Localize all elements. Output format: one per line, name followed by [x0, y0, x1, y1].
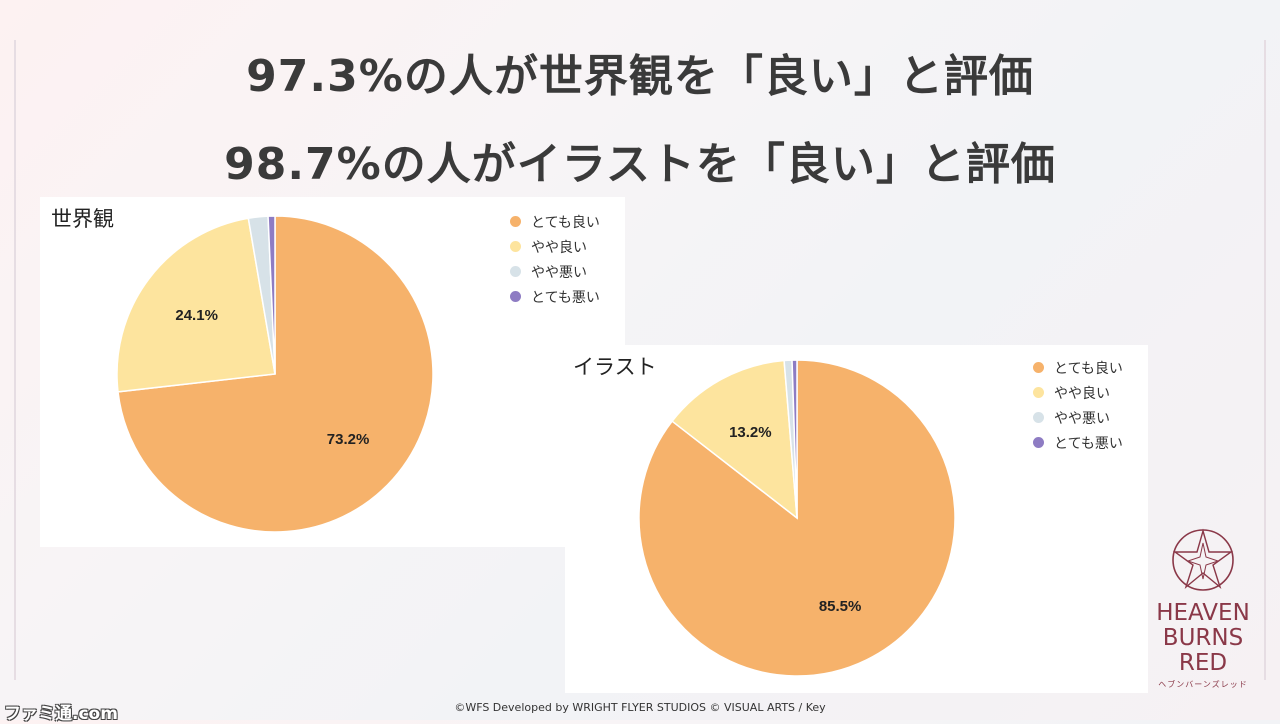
pie-slice-3 — [791, 359, 798, 519]
legend-illustration: とても良い やや良い やや悪い とても悪い — [1033, 355, 1123, 455]
logo-word-red: RED — [1178, 650, 1228, 676]
famitsu-watermark: ファミ通.com — [4, 704, 118, 724]
legend-item: とても良い — [510, 209, 600, 234]
chart-panel-worldview: 世界観 73.2% 24.1% とても良い やや良い やや悪い とても悪い — [40, 197, 625, 547]
pie-chart-illustration: 85.5% 13.2% — [638, 359, 956, 677]
legend-item: やや悪い — [1033, 405, 1123, 430]
legend-swatch — [1033, 412, 1044, 423]
headline-worldview: 97.3%の人が世界観を「良い」と評価 — [246, 51, 1034, 102]
legend-swatch — [510, 266, 521, 277]
legend-label: とても良い — [531, 214, 600, 231]
legend-swatch — [510, 291, 521, 302]
pie-data-label-1: 13.2% — [729, 424, 772, 441]
logo-word-heaven: HEAVEN — [1156, 600, 1250, 626]
star-emblem-icon — [1172, 528, 1234, 591]
pie-slice-3 — [267, 215, 276, 375]
legend-swatch — [1033, 387, 1044, 398]
pie-data-label-0: 73.2% — [327, 431, 370, 448]
legend-item: やや良い — [1033, 380, 1123, 405]
logo-word-burns: BURNS — [1162, 625, 1244, 651]
legend-label: やや良い — [531, 239, 587, 256]
legend-item: とても悪い — [510, 284, 600, 309]
logo-subtitle: ヘブンバーンズレッド — [1158, 680, 1248, 689]
pie-data-label-0: 85.5% — [819, 598, 862, 615]
headline-illustration: 98.7%の人がイラストを「良い」と評価 — [224, 139, 1056, 190]
pie-slice-1 — [116, 217, 276, 393]
legend-label: とても悪い — [1054, 435, 1123, 452]
legend-item: とても良い — [1033, 355, 1123, 380]
pie-slice-1 — [671, 359, 798, 520]
chart-title-illustration: イラスト — [573, 355, 657, 379]
legend-item: とても悪い — [1033, 430, 1123, 455]
legend-item: やや良い — [510, 234, 600, 259]
legend-label: やや悪い — [1054, 410, 1110, 427]
heaven-burns-red-logo: HEAVEN BURNS RED ヘブンバーンズレッド — [1148, 525, 1258, 695]
legend-worldview: とても良い やや良い やや悪い とても悪い — [510, 209, 600, 309]
legend-item: やや悪い — [510, 259, 600, 284]
frame-line-right — [1264, 40, 1266, 680]
legend-label: やや良い — [1054, 385, 1110, 402]
chart-title-worldview: 世界観 — [51, 207, 114, 231]
pie-chart-worldview: 73.2% 24.1% — [116, 215, 434, 533]
frame-line-left — [14, 40, 16, 680]
legend-swatch — [510, 241, 521, 252]
copyright-footer: ©WFS Developed by WRIGHT FLYER STUDIOS ©… — [454, 701, 826, 714]
legend-label: とても良い — [1054, 360, 1123, 377]
chart-panel-illustration: イラスト 85.5% 13.2% とても良い やや良い やや悪い とても悪い — [565, 345, 1148, 693]
legend-swatch — [510, 216, 521, 227]
legend-swatch — [1033, 437, 1044, 448]
legend-swatch — [1033, 362, 1044, 373]
legend-label: やや悪い — [531, 264, 587, 281]
pie-data-label-1: 24.1% — [175, 307, 218, 324]
legend-label: とても悪い — [531, 289, 600, 306]
